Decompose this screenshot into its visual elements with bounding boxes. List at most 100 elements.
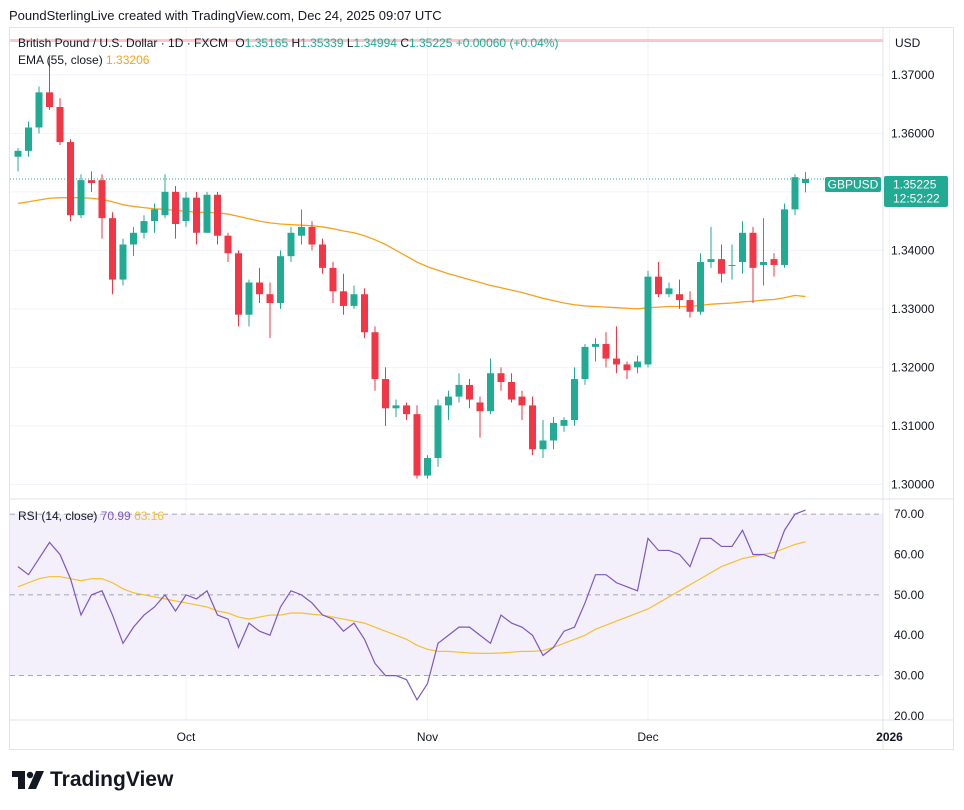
rsi-legend[interactable]: RSI (14, close) 70.99 63.16 [18,509,164,523]
candle [235,250,242,327]
candle [718,244,725,283]
candle [697,253,704,315]
candle [67,139,74,222]
candle-body [88,180,95,184]
candle [340,273,347,315]
time-axis-ticks: Oct Nov Dec 2026 [177,730,904,744]
candle-body [686,300,694,312]
candle-body [130,232,137,245]
candle [581,343,589,385]
candle-body [518,396,526,406]
candle-body [151,209,158,222]
candle-body [298,226,305,236]
price-axis-ticks: 1.370001.360001.350001.340001.330001.320… [891,68,935,492]
candle-body [571,379,578,421]
candle-body [602,343,610,359]
candle [214,191,221,245]
candle-body [25,127,32,151]
open-value: 1.35165 [244,36,289,50]
candle-body [182,197,190,222]
candle [781,203,788,268]
candle [130,226,137,257]
candles [14,57,809,479]
candle [623,361,631,380]
candle-body [277,256,284,303]
close-label: C [400,36,409,50]
candle-body [739,232,746,263]
candle [802,171,809,193]
candle [382,367,389,426]
candle [518,390,526,421]
candle [35,86,43,134]
candle-body [445,396,452,406]
ema-legend[interactable]: EMA (55, close) 1.33206 [18,53,149,67]
candle-body [214,194,221,236]
candle-body [560,420,568,426]
candle-body [791,177,799,210]
rsi-tick-label: 20.00 [894,709,924,723]
rsi-tick-label: 50.00 [894,588,924,602]
candle [739,221,746,274]
candle-body [14,150,22,157]
candle-body [235,253,242,315]
candle-body [67,142,74,216]
candle [172,185,179,239]
candle-body [592,343,599,347]
tradingview-logo[interactable]: TradingView [12,768,173,792]
candle [770,253,778,277]
candle-body [350,294,358,306]
open-label: O [235,36,245,50]
rsi-tick-label: 60.00 [894,547,924,561]
currency-label[interactable]: USD [895,36,921,50]
candle-body [308,226,316,245]
candle-body [224,235,232,254]
time-tick-label: Nov [417,730,438,744]
candle [140,215,148,239]
candle-body [623,364,631,371]
candle [707,226,715,268]
candle [644,270,652,368]
candle [308,221,316,251]
candle-body [644,276,652,365]
change-value: +0.00060 (+0.04%) [455,36,559,50]
tradingview-logo-icon [12,771,44,789]
candle-body [340,291,347,306]
rsi-legend-label: RSI (14, close) [18,509,98,523]
candle-body [613,358,620,365]
grid-lines [10,28,890,720]
candle [245,279,253,327]
candle [676,279,683,309]
candle [728,244,736,280]
price-tick-label: 1.32000 [891,360,935,374]
candle-body [424,458,431,476]
close-value: 1.35225 [408,36,453,50]
candle [560,417,568,432]
candle [203,191,211,233]
ticker-label: GBPUSD [828,178,879,192]
candle [88,171,95,192]
candle [413,405,421,479]
price-tick-label: 1.36000 [891,126,935,140]
candle [602,332,610,368]
low-label: L [346,36,354,50]
candle [371,326,379,391]
candle [119,238,127,286]
candle-body [46,92,53,107]
candle [466,379,473,409]
countdown-label: 12:52:22 [893,192,940,206]
symbol-name[interactable]: British Pound / U.S. Dollar · 1D · FXCM [18,36,229,50]
rsi-axis-ticks: 70.00 60.00 50.00 40.00 30.00 20.00 [894,507,924,723]
candle-body [329,267,337,292]
candle-body [781,209,788,265]
candle [392,399,400,418]
candle-body [749,232,757,268]
candle [686,291,694,318]
candle-body [581,346,589,380]
candle-body [770,259,778,265]
candle-body [361,294,368,333]
candle-body [392,405,400,409]
candle-body [476,402,484,412]
candle-body [245,282,253,315]
candle-body [434,405,442,459]
